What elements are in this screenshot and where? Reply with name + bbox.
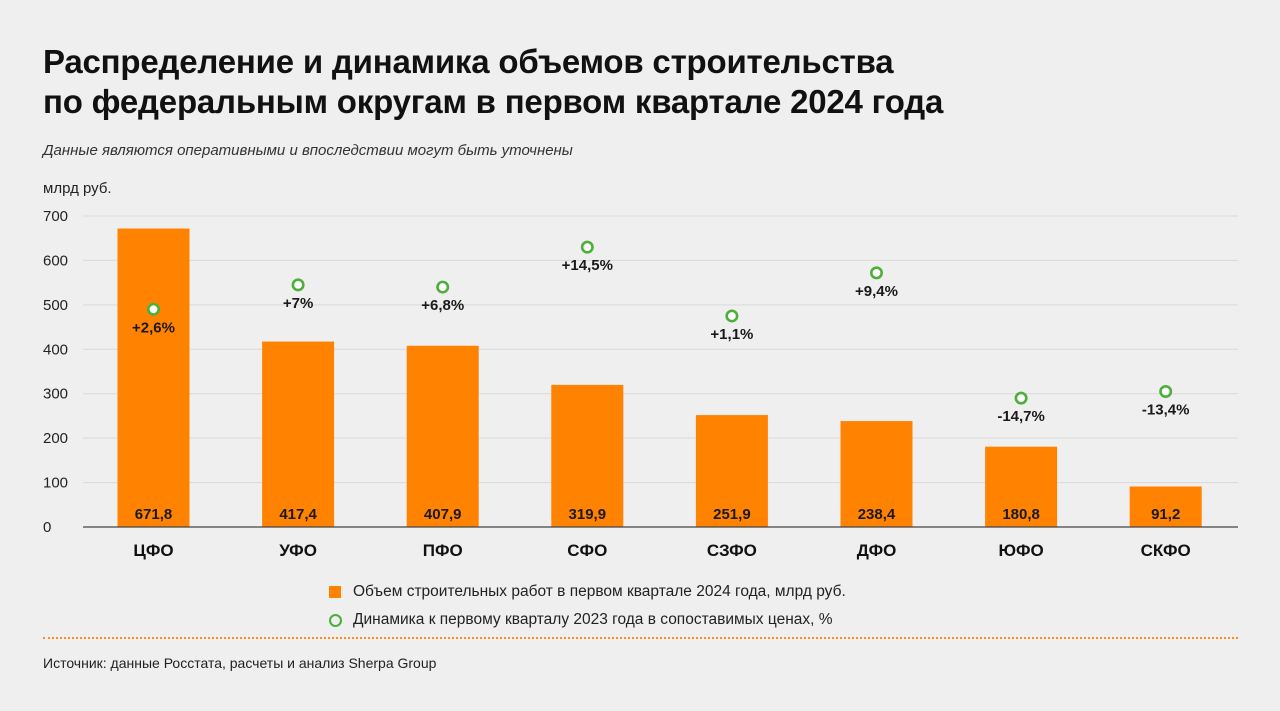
legend-label-dynamics: Динамика к первому кварталу 2023 года в … <box>353 611 833 628</box>
bar-value-label-2: 407,9 <box>424 506 462 523</box>
y-tick-label-300: 300 <box>43 386 68 403</box>
x-tick-label-6: ЮФО <box>998 541 1043 560</box>
dynamics-point-5 <box>869 266 883 280</box>
legend-swatch-bar <box>329 586 341 598</box>
dynamics-point-3 <box>580 240 594 254</box>
y-tick-label-500: 500 <box>43 297 68 314</box>
bar-3 <box>551 384 624 527</box>
x-tick-label-2: ПФО <box>423 541 463 560</box>
legend-swatch-circle <box>329 613 342 627</box>
source-note: Источник: данные Росстата, расчеты и ана… <box>43 655 437 671</box>
x-tick-label-0: ЦФО <box>133 541 173 560</box>
bar-1 <box>262 341 335 527</box>
y-tick-label-0: 0 <box>43 519 51 536</box>
x-tick-label-4: СЗФО <box>707 541 757 560</box>
bar-7 <box>1129 486 1202 527</box>
dynamics-point-6 <box>1014 391 1028 405</box>
dynamics-label-6: -14,7% <box>997 408 1045 425</box>
y-axis-label: млрд руб. <box>43 180 112 197</box>
bar-value-label-6: 180,8 <box>1002 506 1040 523</box>
bar-value-label-0: 671,8 <box>135 506 173 523</box>
x-tick-label-1: УФО <box>279 541 317 560</box>
dynamics-point-7 <box>1159 384 1173 398</box>
y-tick-label-200: 200 <box>43 430 68 447</box>
dynamics-label-5: +9,4% <box>855 283 898 300</box>
legend-item-volume: Объем строительных работ в первом кварта… <box>329 578 846 606</box>
dynamics-point-2 <box>436 280 450 294</box>
legend-item-dynamics: Динамика к первому кварталу 2023 года в … <box>329 606 846 634</box>
bar-2 <box>406 345 479 527</box>
x-tick-label-3: СФО <box>567 541 607 560</box>
legend: Объем строительных работ в первом кварта… <box>329 578 846 634</box>
bar-value-label-4: 251,9 <box>713 506 751 523</box>
dotted-divider <box>43 637 1238 639</box>
y-tick-label-400: 400 <box>43 341 68 358</box>
dynamics-label-2: +6,8% <box>421 297 464 314</box>
y-tick-label-600: 600 <box>43 252 68 269</box>
dynamics-label-0: +2,6% <box>132 319 175 336</box>
chart-title: Распределение и динамика объемов строите… <box>43 42 1143 122</box>
legend-label-volume: Объем строительных работ в первом кварта… <box>353 583 846 600</box>
dynamics-label-4: +1,1% <box>710 326 753 343</box>
bar-value-label-1: 417,4 <box>279 506 317 523</box>
x-tick-label-5: ДФО <box>857 541 897 560</box>
dynamics-point-0 <box>147 302 161 316</box>
bar-5 <box>840 421 913 527</box>
dynamics-point-4 <box>725 309 739 323</box>
x-tick-label-7: СКФО <box>1141 541 1191 560</box>
bar-6 <box>985 446 1058 527</box>
chart-title-line-2: по федеральным округам в первом квартале… <box>43 83 944 120</box>
chart-subtitle: Данные являются оперативными и впоследст… <box>43 142 573 159</box>
bar-4 <box>695 415 768 527</box>
chart-title-line-1: Распределение и динамика объемов строите… <box>43 43 894 80</box>
dynamics-label-7: -13,4% <box>1142 401 1190 418</box>
dynamics-point-1 <box>291 278 305 292</box>
y-tick-label-100: 100 <box>43 475 68 492</box>
y-tick-label-700: 700 <box>43 208 68 225</box>
bar-value-label-3: 319,9 <box>569 506 607 523</box>
bar-value-label-7: 91,2 <box>1151 506 1180 523</box>
bar-0 <box>117 228 190 527</box>
dynamics-label-3: +14,5% <box>562 257 613 274</box>
bar-value-label-5: 238,4 <box>858 506 896 523</box>
dynamics-label-1: +7% <box>283 295 313 312</box>
